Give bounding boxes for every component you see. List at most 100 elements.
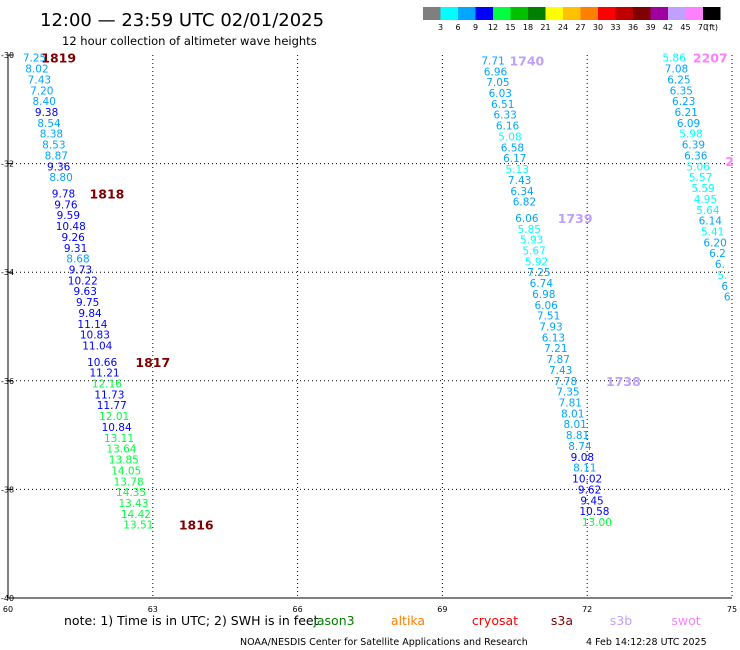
wave-height-value: 9.62 <box>578 484 601 496</box>
wave-height-value: 5.85 <box>518 224 541 236</box>
wave-height-value: 7.43 <box>549 365 572 377</box>
wave-height-value: 13.51 <box>123 520 153 532</box>
wave-height-value: 7.05 <box>486 77 509 89</box>
wave-height-value: 12.01 <box>99 411 129 423</box>
pass-1818: 9.789.769.5910.489.269.318.689.7310.229.… <box>52 186 125 352</box>
wave-height-value: 9.38 <box>35 107 58 119</box>
color-scale-label: 45 <box>680 23 690 32</box>
y-tick-label: -34 <box>1 268 14 277</box>
wave-height-value: 7.93 <box>539 322 562 334</box>
wave-height-value: 10.84 <box>102 422 132 434</box>
wave-height-value: 6.96 <box>484 66 508 78</box>
wave-height-value: 8.01 <box>561 408 584 420</box>
wave-height-value: 7.25 <box>23 53 46 65</box>
wave-height-value: 8.01 <box>563 419 586 431</box>
wave-height-value: 9.31 <box>64 243 87 255</box>
pass-1739: 6.065.855.935.675.927.256.746.986.067.51… <box>515 211 592 377</box>
color-scale-swatch <box>440 7 458 20</box>
wave-height-value: 7.35 <box>556 387 579 399</box>
wave-height-value: 9.73 <box>69 264 92 276</box>
color-scale-swatch <box>650 7 668 20</box>
wave-height-value: 9.26 <box>61 232 85 244</box>
wave-height-value: 7.20 <box>30 85 53 97</box>
x-tick-label: 60 <box>3 605 13 614</box>
x-tick-label: 75 <box>727 605 737 614</box>
wave-height-value: 6 <box>724 292 731 304</box>
wave-height-value: 11.73 <box>94 389 124 401</box>
wave-height-value: 8.54 <box>37 118 61 130</box>
color-scale-swatch <box>598 7 616 20</box>
color-scale-label: 24 <box>558 23 568 32</box>
pass-1819: 7.258.027.437.208.409.388.548.388.538.87… <box>23 51 76 184</box>
wave-height-value: 12.16 <box>92 379 122 391</box>
wave-height-value: 10.83 <box>80 330 110 342</box>
axis-ticks: 60 63 66 69 72 75 -30 -32 -34 -36 -38 -40 <box>1 51 737 614</box>
wave-height-value: 7.81 <box>559 398 582 410</box>
wave-height-value: 6.74 <box>530 278 554 290</box>
color-scale-swatch <box>633 7 651 20</box>
wave-height-value: 11.77 <box>97 400 127 412</box>
pass-label: 2207 <box>693 51 728 66</box>
y-tick-label: -32 <box>1 160 14 169</box>
footer-timestamp: 4 Feb 14:12:28 UTC 2025 <box>586 637 707 648</box>
pass-label: 1818 <box>90 186 125 201</box>
wave-height-value: 9.78 <box>52 188 75 200</box>
pass-label: 1819 <box>41 51 76 66</box>
chart-subtitle: 12 hour collection of altimeter wave hei… <box>62 34 317 48</box>
wave-height-value: 6.13 <box>542 332 565 344</box>
pass-1740: 7.716.967.056.036.516.336.165.086.586.17… <box>481 53 544 208</box>
wave-height-value: 11.21 <box>90 368 120 380</box>
wave-height-value: 6.35 <box>670 85 693 97</box>
color-scale-swatch <box>668 7 686 20</box>
satellite-legend-cryosat: cryosat <box>472 613 518 628</box>
color-scale-legend: 3 6 9 12 15 18 21 24 27 30 33 36 39 42 45 70 <box>423 7 721 32</box>
x-tick-label: 72 <box>582 605 592 614</box>
color-scale-label: 3 <box>438 23 443 32</box>
wave-height-value: 10.66 <box>87 357 117 369</box>
wave-height-value: 6.34 <box>510 186 534 198</box>
wave-height-value: 13.85 <box>109 455 139 467</box>
color-scale-swatch <box>458 7 476 20</box>
wave-height-value: 8.11 <box>573 463 596 475</box>
satellite-legend: jason3 altika cryosat s3a s3b swot <box>312 613 700 628</box>
wave-height-value: 7.08 <box>665 64 688 76</box>
wave-height-value: 6.16 <box>496 121 520 133</box>
satellite-legend-altika: altika <box>391 613 425 628</box>
data-marks: 7.258.027.437.208.409.388.548.388.538.87… <box>23 51 734 533</box>
color-scale-swatch <box>475 7 493 20</box>
wave-height-value: 6.39 <box>682 140 705 152</box>
pass-label: 1740 <box>509 53 544 68</box>
wave-height-value: 5.41 <box>701 226 724 238</box>
wave-height-value: 7.71 <box>481 55 504 67</box>
wave-height-value: 9.76 <box>54 199 78 211</box>
wave-height-value: 6. <box>715 259 725 271</box>
wave-height-value: 5.57 <box>689 172 712 184</box>
wave-height-value: 10.22 <box>68 275 98 287</box>
color-scale-label: 70 <box>698 23 708 32</box>
pass-label: 2 <box>725 154 734 169</box>
color-scale-swatch <box>545 7 563 20</box>
x-tick-label: 69 <box>437 605 447 614</box>
wave-height-value: 5. <box>717 270 727 282</box>
wave-height-value: 4.95 <box>694 194 717 206</box>
color-scale-label: 6 <box>455 23 460 32</box>
wave-height-value: 8.53 <box>42 140 65 152</box>
wave-height-value: 6.33 <box>493 110 516 122</box>
wave-height-value: 6.06 <box>534 300 558 312</box>
color-scale-swatch <box>703 7 721 20</box>
color-scale-swatch <box>615 7 633 20</box>
wave-height-value: 8.40 <box>33 96 56 108</box>
wave-height-value: 10.48 <box>56 221 86 233</box>
wave-height-value: 5.06 <box>687 161 711 173</box>
wave-height-value: 8.81 <box>566 430 589 442</box>
color-scale-swatch <box>493 7 511 20</box>
wave-height-value: 14.35 <box>116 487 146 499</box>
wave-height-value: 6 <box>721 281 728 293</box>
y-tick-label: -36 <box>1 377 14 386</box>
wave-height-value: 7.87 <box>547 354 570 366</box>
y-tick-label: -38 <box>1 485 14 494</box>
wave-height-value: 14.42 <box>121 509 151 521</box>
color-scale-label: 18 <box>523 23 533 32</box>
wave-height-value: 5.08 <box>498 131 521 143</box>
pass-label: 1817 <box>135 355 170 370</box>
